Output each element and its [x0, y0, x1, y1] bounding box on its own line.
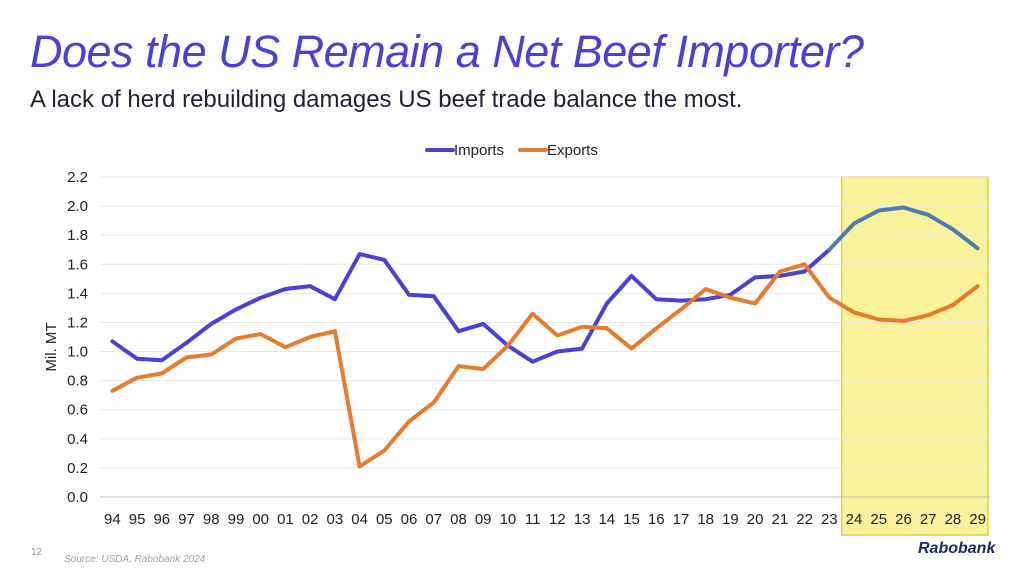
x-tick-label: 09	[475, 511, 492, 528]
x-tick-label: 17	[673, 511, 690, 528]
x-tick-label: 10	[500, 511, 517, 528]
y-tick-label: 1.4	[67, 285, 88, 302]
x-tick-label: 00	[252, 511, 269, 528]
x-tick-label: 13	[574, 511, 591, 528]
y-tick-label: 2.2	[67, 169, 88, 186]
x-tick-label: 94	[104, 511, 121, 528]
source-note: Source: USDA, Rabobank 2024	[64, 554, 206, 565]
x-tick-label: 06	[401, 511, 418, 528]
x-tick-label: 25	[870, 511, 887, 528]
page-title: Does the US Remain a Net Beef Importer?	[30, 26, 864, 77]
x-tick-label: 12	[549, 511, 566, 528]
y-tick-label: 1.0	[67, 344, 88, 361]
x-tick-label: 23	[821, 511, 838, 528]
x-tick-label: 26	[895, 511, 912, 528]
x-tick-label: 18	[697, 511, 714, 528]
x-tick-label: 07	[425, 511, 442, 528]
x-tick-label: 99	[228, 511, 245, 528]
x-tick-label: 24	[846, 511, 863, 528]
y-tick-label: 0.2	[67, 460, 88, 477]
x-tick-label: 28	[945, 511, 962, 528]
x-tick-label: 11	[525, 511, 541, 528]
x-tick-label: 04	[351, 511, 368, 528]
x-tick-label: 22	[796, 511, 813, 528]
y-tick-label: 0.4	[67, 431, 88, 448]
x-tick-label: 19	[722, 511, 739, 528]
x-tick-label: 03	[327, 511, 344, 528]
x-tick-label: 96	[153, 511, 170, 528]
x-tick-label: 29	[969, 511, 986, 528]
y-tick-label: 1.2	[67, 314, 88, 331]
x-tick-label: 97	[178, 511, 195, 528]
x-tick-label: 20	[747, 511, 764, 528]
x-tick-label: 14	[598, 511, 615, 528]
x-tick-label: 15	[623, 511, 640, 528]
x-tick-label: 27	[920, 511, 937, 528]
series-line-imports-forecast	[827, 205, 980, 252]
legend-label-exports: Exports	[547, 142, 598, 159]
brand-logo: Rabobank	[918, 540, 996, 557]
x-tick-label: 16	[648, 511, 665, 528]
series-line-imports	[110, 247, 832, 364]
y-tick-label: 2.0	[67, 198, 88, 215]
page-subtitle: A lack of herd rebuilding damages US bee…	[30, 86, 743, 113]
page-number: 12	[31, 547, 43, 558]
y-tick-label: 0.0	[67, 489, 88, 506]
x-tick-label: 02	[302, 511, 319, 528]
y-tick-label: 0.8	[67, 373, 88, 390]
x-tick-label: 95	[129, 511, 146, 528]
y-tick-label: 1.6	[67, 256, 88, 273]
x-tick-label: 08	[450, 511, 467, 528]
legend-label-imports: Imports	[454, 142, 504, 159]
x-tick-label: 21	[772, 511, 789, 528]
x-tick-label: 98	[203, 511, 220, 528]
series-line-exports	[110, 262, 832, 469]
x-tick-label: 05	[376, 511, 393, 528]
y-tick-label: 0.6	[67, 402, 88, 419]
x-tick-label: 01	[277, 511, 294, 528]
series-line-exports-forecast	[827, 284, 980, 323]
y-tick-label: 1.8	[67, 227, 88, 244]
forecast-highlight-box	[840, 176, 989, 536]
y-axis-label: Mil. MT	[43, 322, 60, 371]
